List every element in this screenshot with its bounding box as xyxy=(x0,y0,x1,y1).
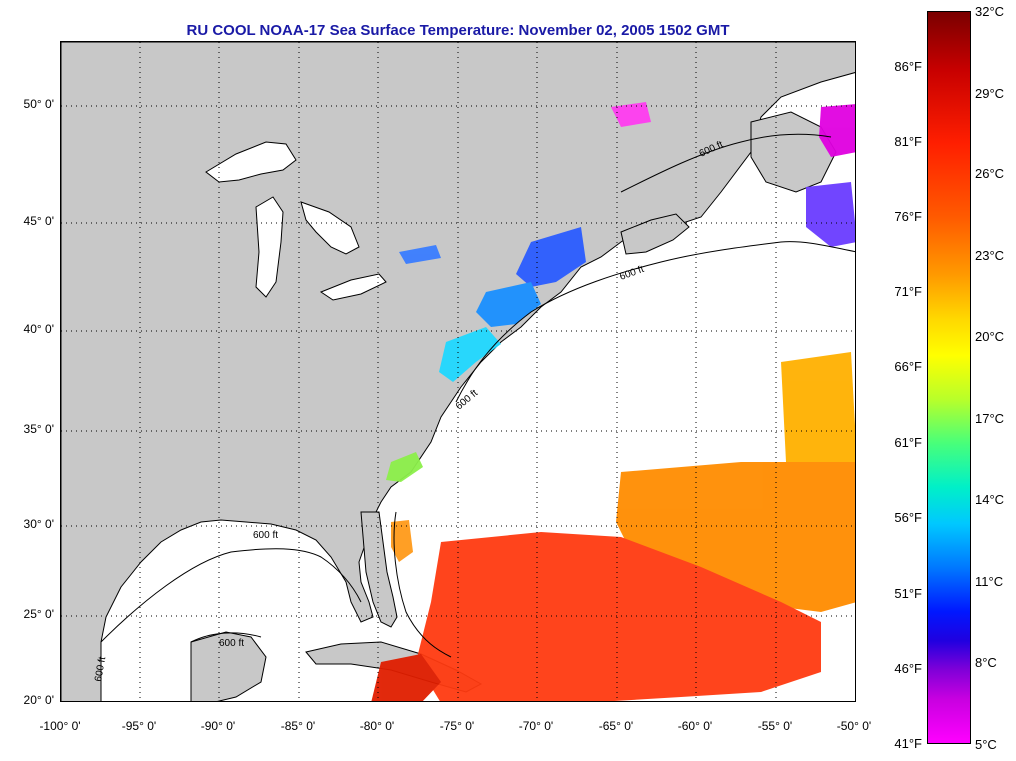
colorbar-celsius-label: 5°C xyxy=(975,737,997,752)
land-yucatan xyxy=(190,631,267,701)
isobath-label: 600 ft xyxy=(93,656,108,683)
lon-label: -95° 0' xyxy=(121,719,157,733)
sst-gulf-of-st-lawrence xyxy=(611,102,651,127)
lat-label: 40° 0' xyxy=(23,322,54,336)
sst-gulf-of-maine xyxy=(516,227,586,287)
colorbar-celsius-label: 20°C xyxy=(975,329,1005,344)
sst-florida-orange xyxy=(391,520,413,562)
lat-label: 25° 0' xyxy=(23,607,54,621)
colorbar-celsius-label: 32°C xyxy=(975,4,1005,19)
isobath-label: 600 ft xyxy=(618,264,645,283)
lat-label: 30° 0' xyxy=(23,517,54,531)
colorbar-celsius-label: 29°C xyxy=(975,86,1005,101)
colorbar-fahrenheit-label: 61°F xyxy=(894,435,922,450)
colorbar-fahrenheit-label: 56°F xyxy=(894,510,922,525)
lake-michigan-huron xyxy=(255,196,284,298)
temperature-colorbar xyxy=(927,11,971,744)
sst-carolina xyxy=(386,452,423,482)
colorbar-fahrenheit-label: 66°F xyxy=(894,359,922,374)
lon-label: -100° 0' xyxy=(39,719,81,733)
lon-label: -60° 0' xyxy=(677,719,713,733)
colorbar-celsius-label: 11°C xyxy=(975,574,1004,589)
colorbar-fahrenheit-label: 46°F xyxy=(894,661,922,676)
sst-patches xyxy=(371,102,855,701)
colorbar-celsius-label: 14°C xyxy=(975,492,1005,507)
lake-huron xyxy=(300,201,360,255)
colorbar-fahrenheit-label: 71°F xyxy=(894,284,922,299)
sst-lake-ontario xyxy=(399,245,441,264)
colorbar-fahrenheit-label: 41°F xyxy=(894,736,922,751)
lat-label: 35° 0' xyxy=(23,422,54,436)
lon-label: -90° 0' xyxy=(200,719,236,733)
isobath-label: 600 ft xyxy=(219,638,244,649)
lat-label: 45° 0' xyxy=(23,214,54,228)
isobath-contours xyxy=(100,133,855,658)
colorbar-celsius-label: 23°C xyxy=(975,248,1005,263)
colorbar-celsius-label: 26°C xyxy=(975,166,1005,181)
lon-label: -50° 0' xyxy=(836,719,872,733)
land-newfoundland xyxy=(750,111,837,193)
lake-erie xyxy=(319,273,387,301)
lat-label: 20° 0' xyxy=(23,693,54,707)
land-florida xyxy=(360,511,398,628)
sst-labrador-pink xyxy=(819,104,855,157)
graticule xyxy=(61,42,855,701)
lon-label: -55° 0' xyxy=(757,719,793,733)
sst-map-canvas: 600 ft 600 ft 600 ft 600 ft 600 ft 600 f… xyxy=(61,42,855,701)
sst-subtropical-yellow xyxy=(781,352,855,482)
sst-mid-atlantic-shelf xyxy=(439,327,501,382)
lon-label: -65° 0' xyxy=(598,719,634,733)
sst-georges-bank xyxy=(476,282,541,327)
colorbar-fahrenheit-label: 86°F xyxy=(894,59,922,74)
colorbar-celsius-label: 17°C xyxy=(975,411,1005,426)
sst-map[interactable]: 600 ft 600 ft 600 ft 600 ft 600 ft 600 f… xyxy=(60,41,856,702)
lon-label: -85° 0' xyxy=(280,719,316,733)
colorbar-fahrenheit-label: 51°F xyxy=(894,586,922,601)
colorbar-fahrenheit-label: 76°F xyxy=(894,209,922,224)
sst-caribbean-red xyxy=(371,654,441,701)
lake-superior xyxy=(205,141,297,183)
map-title: RU COOL NOAA-17 Sea Surface Temperature:… xyxy=(186,22,730,39)
sst-sargasso-red xyxy=(416,532,821,701)
lon-label: -75° 0' xyxy=(439,719,475,733)
lat-label: 50° 0' xyxy=(23,97,54,111)
lon-label: -70° 0' xyxy=(518,719,554,733)
colorbar-fahrenheit-label: 81°F xyxy=(894,134,922,149)
lon-label: -80° 0' xyxy=(359,719,395,733)
sst-newfoundland-east xyxy=(806,182,855,247)
isobath-label: 600 ft xyxy=(253,530,278,541)
land-nova-scotia xyxy=(620,213,690,255)
colorbar-celsius-label: 8°C xyxy=(975,655,997,670)
